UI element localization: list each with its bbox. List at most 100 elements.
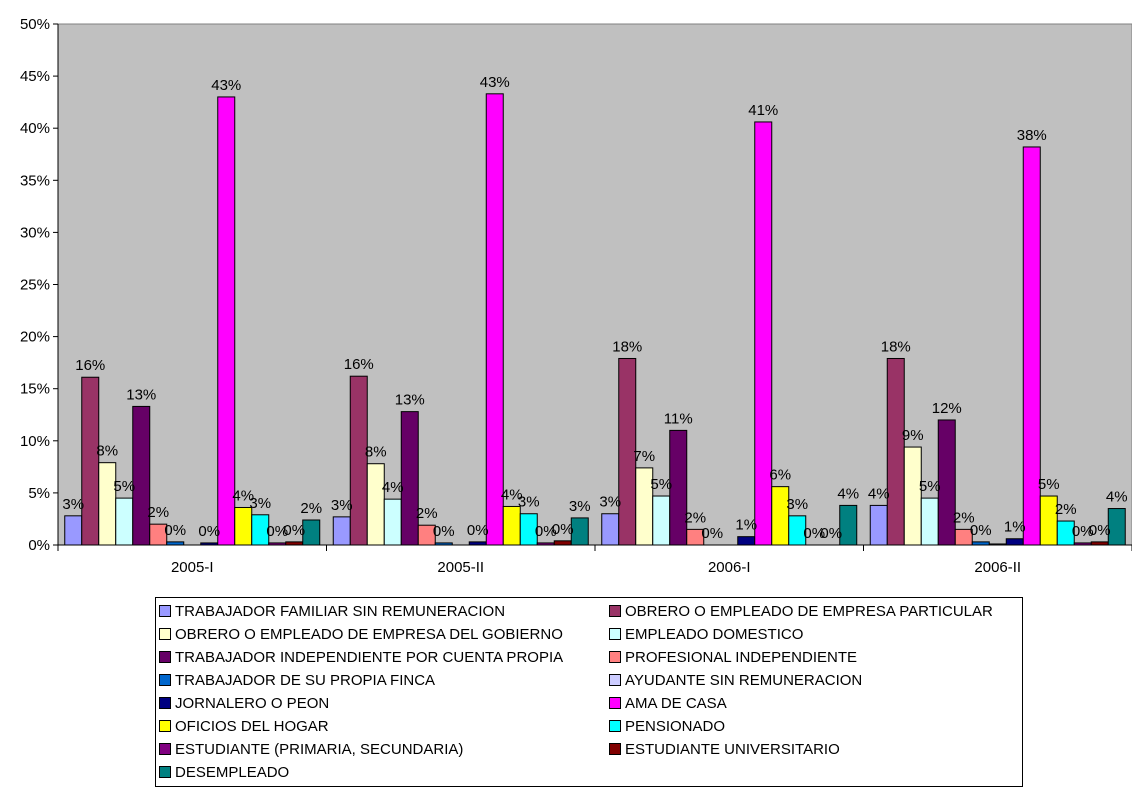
data-label: 7% xyxy=(633,448,655,465)
legend-item: TRABAJADOR DE SU PROPIA FINCA xyxy=(159,669,435,691)
data-label: 18% xyxy=(881,338,911,355)
y-tick-label: 25% xyxy=(20,277,50,294)
data-label: 12% xyxy=(932,400,962,417)
bar xyxy=(332,516,351,546)
legend-item: TRABAJADOR FAMILIAR SIN REMUNERACION xyxy=(159,600,505,622)
bar xyxy=(166,541,185,546)
bar xyxy=(686,528,705,546)
bar xyxy=(788,515,807,546)
bar xyxy=(64,515,83,546)
bar xyxy=(869,504,888,546)
legend-item: DESEMPLEADO xyxy=(159,761,289,783)
data-label: 4% xyxy=(501,486,523,503)
data-label: 18% xyxy=(612,338,642,355)
legend-swatch xyxy=(159,651,171,663)
legend-item: JORNALERO O PEON xyxy=(159,692,329,714)
bar xyxy=(754,121,773,546)
legend-item: TRABAJADOR INDEPENDIENTE POR CUENTA PROP… xyxy=(159,646,563,668)
legend-item: PROFESIONAL INDEPENDIENTE xyxy=(609,646,857,668)
y-tick-label: 5% xyxy=(28,485,50,502)
legend-label: ESTUDIANTE (PRIMARIA, SECUNDARIA) xyxy=(175,740,464,758)
bar xyxy=(519,513,538,546)
legend-label: TRABAJADOR DE SU PROPIA FINCA xyxy=(175,671,436,689)
data-label: 5% xyxy=(919,478,941,495)
data-label: 3% xyxy=(62,496,84,513)
bar xyxy=(200,542,219,546)
bar xyxy=(1073,542,1092,546)
bar xyxy=(268,542,287,546)
data-label: 11% xyxy=(664,410,693,427)
legend-swatch xyxy=(609,674,621,686)
bar xyxy=(669,429,688,546)
data-label: 43% xyxy=(480,74,510,91)
data-label: 4% xyxy=(868,485,890,502)
data-label: 0% xyxy=(433,523,455,540)
legend-swatch xyxy=(159,743,171,755)
bar xyxy=(1107,508,1126,546)
data-label: 5% xyxy=(113,478,135,495)
bar xyxy=(1039,495,1058,546)
legend-swatch xyxy=(159,697,171,709)
data-label: 3% xyxy=(599,494,621,511)
legend-label: ESTUDIANTE UNIVERSITARIO xyxy=(625,740,840,758)
data-label: 2% xyxy=(684,509,706,526)
bar xyxy=(601,513,620,546)
data-label: 16% xyxy=(75,357,105,374)
x-tick-label: 2005-II xyxy=(437,559,484,576)
legend-swatch xyxy=(609,605,621,617)
legend-label: PENSIONADO xyxy=(625,717,726,735)
bar xyxy=(98,462,117,546)
bar xyxy=(570,517,589,546)
x-tick-label: 2006-II xyxy=(974,559,1021,576)
data-label: 43% xyxy=(211,77,241,94)
y-tick-label: 15% xyxy=(20,381,50,398)
data-label: 0% xyxy=(1089,522,1111,539)
data-label: 2% xyxy=(953,509,975,526)
bar xyxy=(302,519,321,546)
bar xyxy=(485,93,504,546)
y-tick-label: 45% xyxy=(20,68,50,85)
data-label: 2% xyxy=(416,505,438,522)
bar xyxy=(383,498,402,546)
bar xyxy=(937,419,956,546)
bar xyxy=(1090,541,1109,546)
data-label: 3% xyxy=(249,495,271,512)
data-label: 0% xyxy=(198,523,220,540)
bar xyxy=(839,504,858,546)
data-label: 41% xyxy=(748,102,778,119)
bar xyxy=(434,542,453,546)
y-axis: 0% 5% 10% 15% 20% 25% 30% 35% 40% 45% 50% xyxy=(20,16,59,554)
bar xyxy=(400,411,419,546)
bar xyxy=(234,506,253,546)
legend-item: AMA DE CASA xyxy=(609,692,727,714)
legend-swatch xyxy=(609,697,621,709)
bars xyxy=(64,93,1126,546)
data-label: 4% xyxy=(382,479,404,496)
legend-item: EMPLEADO DOMESTICO xyxy=(609,623,803,645)
legend-label: AYUDANTE SIN REMUNERACION xyxy=(625,671,863,689)
legend-label: PROFESIONAL INDEPENDIENTE xyxy=(625,648,857,666)
legend-item: AYUDANTE SIN REMUNERACION xyxy=(609,669,862,691)
legend-swatch xyxy=(609,720,621,732)
bar xyxy=(349,375,368,546)
bar xyxy=(251,514,270,546)
data-label: 3% xyxy=(331,497,353,514)
data-label: 0% xyxy=(266,523,288,540)
bar xyxy=(417,524,436,546)
data-label: 13% xyxy=(395,392,425,409)
legend-label: TRABAJADOR FAMILIAR SIN REMUNERACION xyxy=(175,602,506,620)
bar xyxy=(618,357,637,546)
y-tick-label: 35% xyxy=(20,172,50,189)
data-label: 3% xyxy=(518,494,540,511)
bar xyxy=(149,523,168,546)
bar xyxy=(553,540,572,546)
legend-swatch xyxy=(159,720,171,732)
data-label: 38% xyxy=(1017,127,1047,144)
legend-item: ESTUDIANTE (PRIMARIA, SECUNDARIA) xyxy=(159,738,463,760)
bar xyxy=(652,495,671,546)
bar xyxy=(366,463,385,546)
data-label: 5% xyxy=(650,476,672,493)
data-label: 13% xyxy=(126,386,156,403)
data-label: 2% xyxy=(1055,501,1077,518)
data-label: 2% xyxy=(147,504,169,521)
